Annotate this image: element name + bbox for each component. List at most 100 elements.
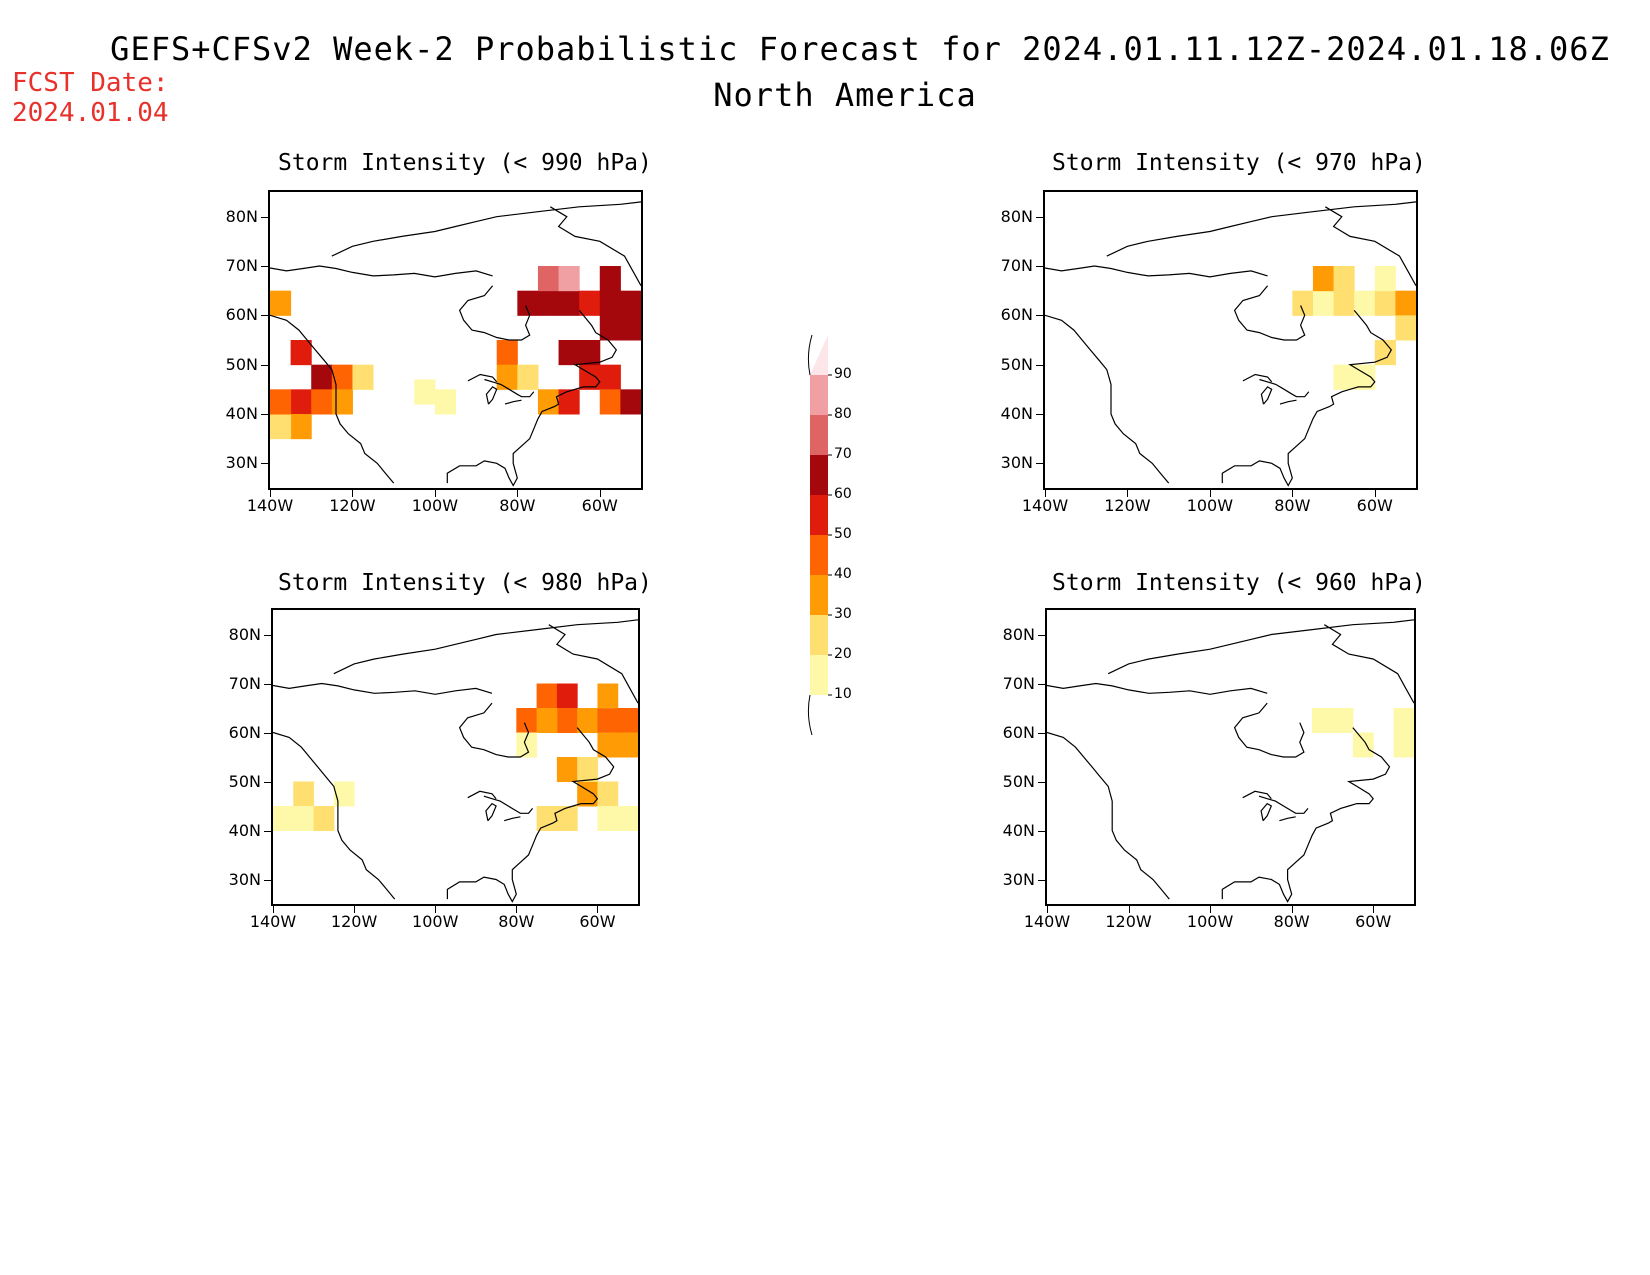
probability-cell <box>311 364 333 390</box>
probability-cell <box>273 806 294 831</box>
probability-cell <box>620 389 641 415</box>
coastline <box>1221 727 1391 903</box>
probability-cell <box>597 708 619 733</box>
coastline <box>1107 619 1414 675</box>
coastline <box>458 285 531 341</box>
colorbar-swatches <box>807 334 832 736</box>
lat-tick <box>1038 634 1045 636</box>
probability-cell <box>599 389 621 415</box>
lat-label: 60N <box>225 305 258 325</box>
lat-label: 60N <box>1000 305 1033 325</box>
probability-cell <box>496 364 518 390</box>
figure-subtitle: North America <box>713 76 977 114</box>
coastline <box>467 373 498 383</box>
lat-tick <box>1038 830 1045 832</box>
probability-cell <box>516 708 538 733</box>
probability-cell <box>599 290 621 316</box>
lat-tick <box>264 683 271 685</box>
probability-cell <box>1395 315 1416 341</box>
lat-tick <box>1038 683 1045 685</box>
lat-label: 70N <box>228 673 261 693</box>
probability-cell <box>293 781 315 807</box>
probability-cell <box>579 290 601 316</box>
lon-tick <box>517 490 519 497</box>
lat-tick <box>1036 463 1043 465</box>
lat-label: 40N <box>228 820 261 840</box>
probability-cell <box>1312 266 1335 292</box>
coastline <box>1324 206 1416 286</box>
lon-tick <box>273 906 274 913</box>
lat-tick <box>264 879 271 881</box>
probability-cell <box>1312 290 1335 316</box>
lon-label: 60W <box>1356 496 1393 515</box>
probability-cell <box>617 732 638 758</box>
probability-cell <box>517 364 539 390</box>
coastline <box>467 790 497 800</box>
probability-cell <box>270 389 292 415</box>
probability-cell <box>536 708 558 733</box>
probability-cell <box>1333 364 1355 390</box>
lon-tick <box>1210 906 1212 913</box>
lat-label: 50N <box>1000 354 1033 374</box>
probability-cell <box>517 290 539 316</box>
map-canvas <box>270 201 641 487</box>
fcst-date-label: FCST Date: <box>12 68 169 98</box>
colorbar-swatch <box>810 615 828 655</box>
lon-label: 140W <box>249 912 297 931</box>
colorbar-label: 40 <box>834 566 852 582</box>
probability-cell <box>1374 266 1396 292</box>
lon-label: 120W <box>329 496 376 515</box>
probability-cell <box>1374 290 1396 316</box>
lon-label: 120W <box>1104 496 1151 515</box>
lat-tick <box>264 830 271 832</box>
coastline <box>333 619 638 675</box>
lon-tick <box>354 906 356 913</box>
lat-label: 70N <box>1000 256 1033 275</box>
probability-cell <box>599 364 621 390</box>
probability-cell <box>1395 290 1416 316</box>
lon-tick <box>597 906 599 913</box>
probability-cell <box>620 290 641 316</box>
probability-cell <box>331 389 353 415</box>
probability-cell <box>597 683 619 709</box>
coastline <box>1047 682 1268 695</box>
lon-label: 60W <box>579 912 616 931</box>
fcst-date-value: 2024.01.04 <box>12 98 169 128</box>
lat-label: 50N <box>225 354 258 374</box>
coastline <box>1233 285 1306 341</box>
figure-title: GEFS+CFSv2 Week-2 Probabilistic Forecast… <box>110 30 1610 68</box>
probability-cell <box>536 683 558 709</box>
lon-label: 140W <box>246 496 294 515</box>
coastline <box>1233 702 1305 758</box>
lat-label: 80N <box>1000 206 1033 226</box>
probability-cell <box>620 315 641 341</box>
colorbar-label: 70 <box>834 446 852 462</box>
coastline <box>1323 624 1414 704</box>
coastline <box>1258 795 1309 814</box>
probability-cell <box>597 806 619 831</box>
probability-cell <box>1333 266 1355 292</box>
probability-cell <box>599 266 621 292</box>
coastline <box>549 206 641 286</box>
lon-label: 120W <box>330 912 378 931</box>
coastline <box>1047 731 1170 900</box>
lon-tick <box>1291 906 1293 913</box>
lat-label: 80N <box>225 206 258 226</box>
lat-label: 30N <box>1002 869 1035 889</box>
probability-cell <box>1312 708 1333 733</box>
colorbar-label: 90 <box>834 366 852 382</box>
coastline <box>446 727 615 903</box>
probability-cell <box>293 806 315 831</box>
colorbar-edge <box>807 334 813 376</box>
map-canvas <box>273 619 638 903</box>
probability-cell <box>537 266 560 292</box>
colorbar-label: 20 <box>834 646 852 662</box>
lon-tick <box>599 490 601 497</box>
probability-cell <box>537 290 560 316</box>
coastline <box>483 795 534 814</box>
coastline <box>504 399 522 405</box>
lon-label: 80W <box>499 496 536 515</box>
lon-tick <box>1127 490 1129 497</box>
probability-cell <box>558 290 580 316</box>
lon-tick <box>1292 490 1294 497</box>
